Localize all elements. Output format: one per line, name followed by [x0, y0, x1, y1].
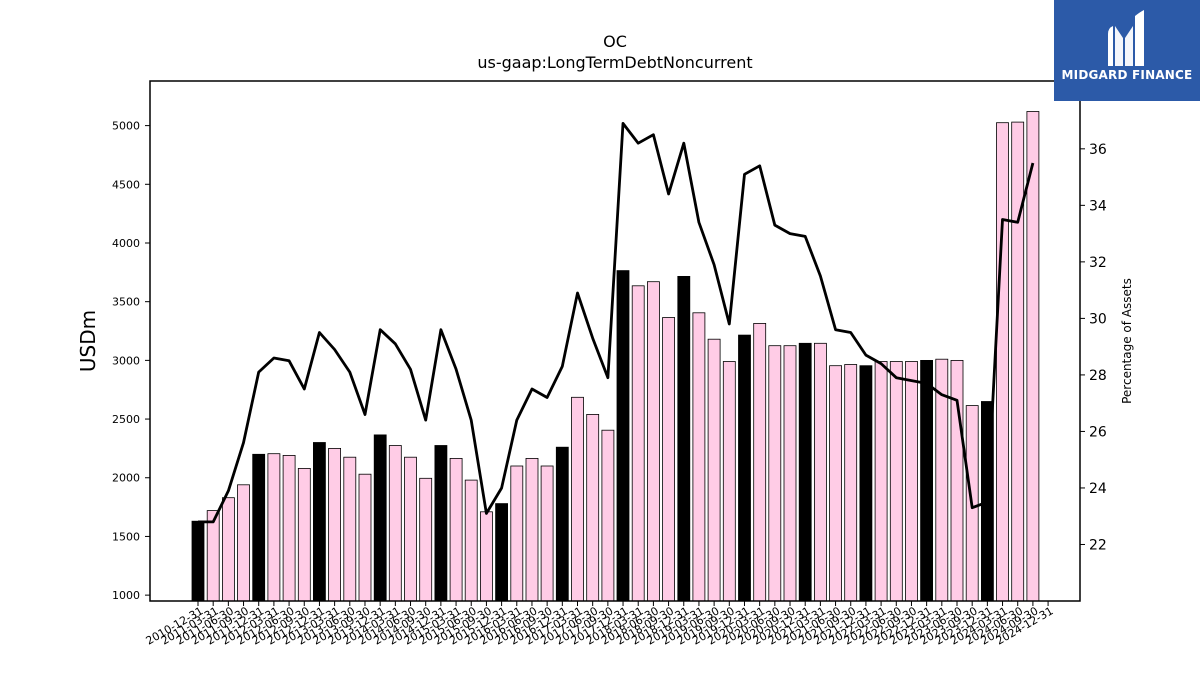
- bar: [707, 338, 721, 602]
- bar: [267, 453, 281, 602]
- bar: [844, 364, 858, 602]
- y-tick-label: 4500: [112, 178, 140, 191]
- bar: [358, 473, 372, 602]
- y2-tick-label: 30: [1089, 311, 1107, 327]
- bar: [768, 345, 782, 602]
- bar: [404, 456, 417, 602]
- y-tick-label: 3500: [112, 296, 140, 309]
- bar: [434, 445, 448, 602]
- bar: [464, 479, 478, 602]
- y2-tick-label: 24: [1089, 481, 1107, 497]
- bar: [783, 345, 797, 602]
- bar: [738, 334, 751, 602]
- bar: [586, 413, 600, 602]
- bar: [798, 342, 812, 602]
- y-axis-label: USDm: [76, 310, 100, 372]
- bar: [479, 511, 493, 602]
- bar: [419, 477, 433, 602]
- y2-tick-label: 26: [1089, 424, 1107, 440]
- bar: [510, 465, 524, 602]
- bar: [252, 453, 266, 602]
- bar: [859, 365, 873, 602]
- bar: [829, 365, 842, 602]
- midgard-logo-icon: [1108, 10, 1144, 66]
- bar: [905, 361, 918, 602]
- bar: [814, 342, 827, 602]
- chart-subtitle: us-gaap:LongTermDebtNoncurrent: [477, 53, 753, 72]
- bar: [525, 457, 539, 602]
- bar: [950, 359, 964, 602]
- bar: [601, 429, 615, 602]
- bar: [647, 281, 660, 602]
- plot-frame: [149, 80, 1081, 602]
- bar: [221, 497, 235, 602]
- y2-tick-label: 32: [1089, 255, 1107, 271]
- bar: [312, 442, 326, 602]
- bar: [1011, 121, 1025, 602]
- y-tick-label: 1500: [112, 530, 140, 543]
- bar: [495, 503, 509, 602]
- bar: [343, 456, 357, 602]
- bar: [631, 285, 645, 602]
- y2-axis-label: Percentage of Assets: [1120, 278, 1134, 404]
- bar: [297, 467, 311, 602]
- bar: [540, 465, 554, 602]
- bar: [753, 322, 767, 602]
- bar: [206, 510, 220, 602]
- y2-tick-label: 36: [1089, 142, 1107, 158]
- y-tick-label: 5000: [112, 120, 140, 133]
- bar: [889, 361, 903, 602]
- bar: [191, 520, 205, 602]
- bar: [282, 454, 296, 602]
- bar: [920, 359, 933, 602]
- bar: [692, 312, 706, 602]
- y2-tick-label: 28: [1089, 368, 1107, 384]
- bar: [328, 447, 342, 602]
- y-tick-label: 2500: [112, 413, 140, 426]
- bar: [722, 361, 736, 602]
- bar: [373, 434, 387, 602]
- bar: [388, 445, 402, 602]
- y-tick-label: 1000: [112, 589, 140, 602]
- y-tick-label: 4000: [112, 237, 140, 250]
- bar: [449, 457, 463, 602]
- brand-logo: MIDGARD FINANCE: [1054, 0, 1200, 101]
- bar: [237, 484, 250, 602]
- brand-logo-text: MIDGARD FINANCE: [1061, 68, 1193, 82]
- y2-tick-label: 22: [1089, 537, 1107, 553]
- y-tick-label: 3000: [112, 354, 140, 367]
- bar: [616, 270, 630, 602]
- bar: [996, 122, 1009, 602]
- bar: [571, 396, 584, 602]
- bar: [555, 446, 569, 602]
- y-tick-label: 2000: [112, 472, 140, 485]
- bar: [662, 317, 675, 602]
- chart-title: OC: [603, 32, 627, 51]
- bar: [677, 275, 691, 602]
- percentage-line: [198, 122, 1035, 524]
- bar: [874, 361, 888, 602]
- y2-tick-label: 34: [1089, 198, 1107, 214]
